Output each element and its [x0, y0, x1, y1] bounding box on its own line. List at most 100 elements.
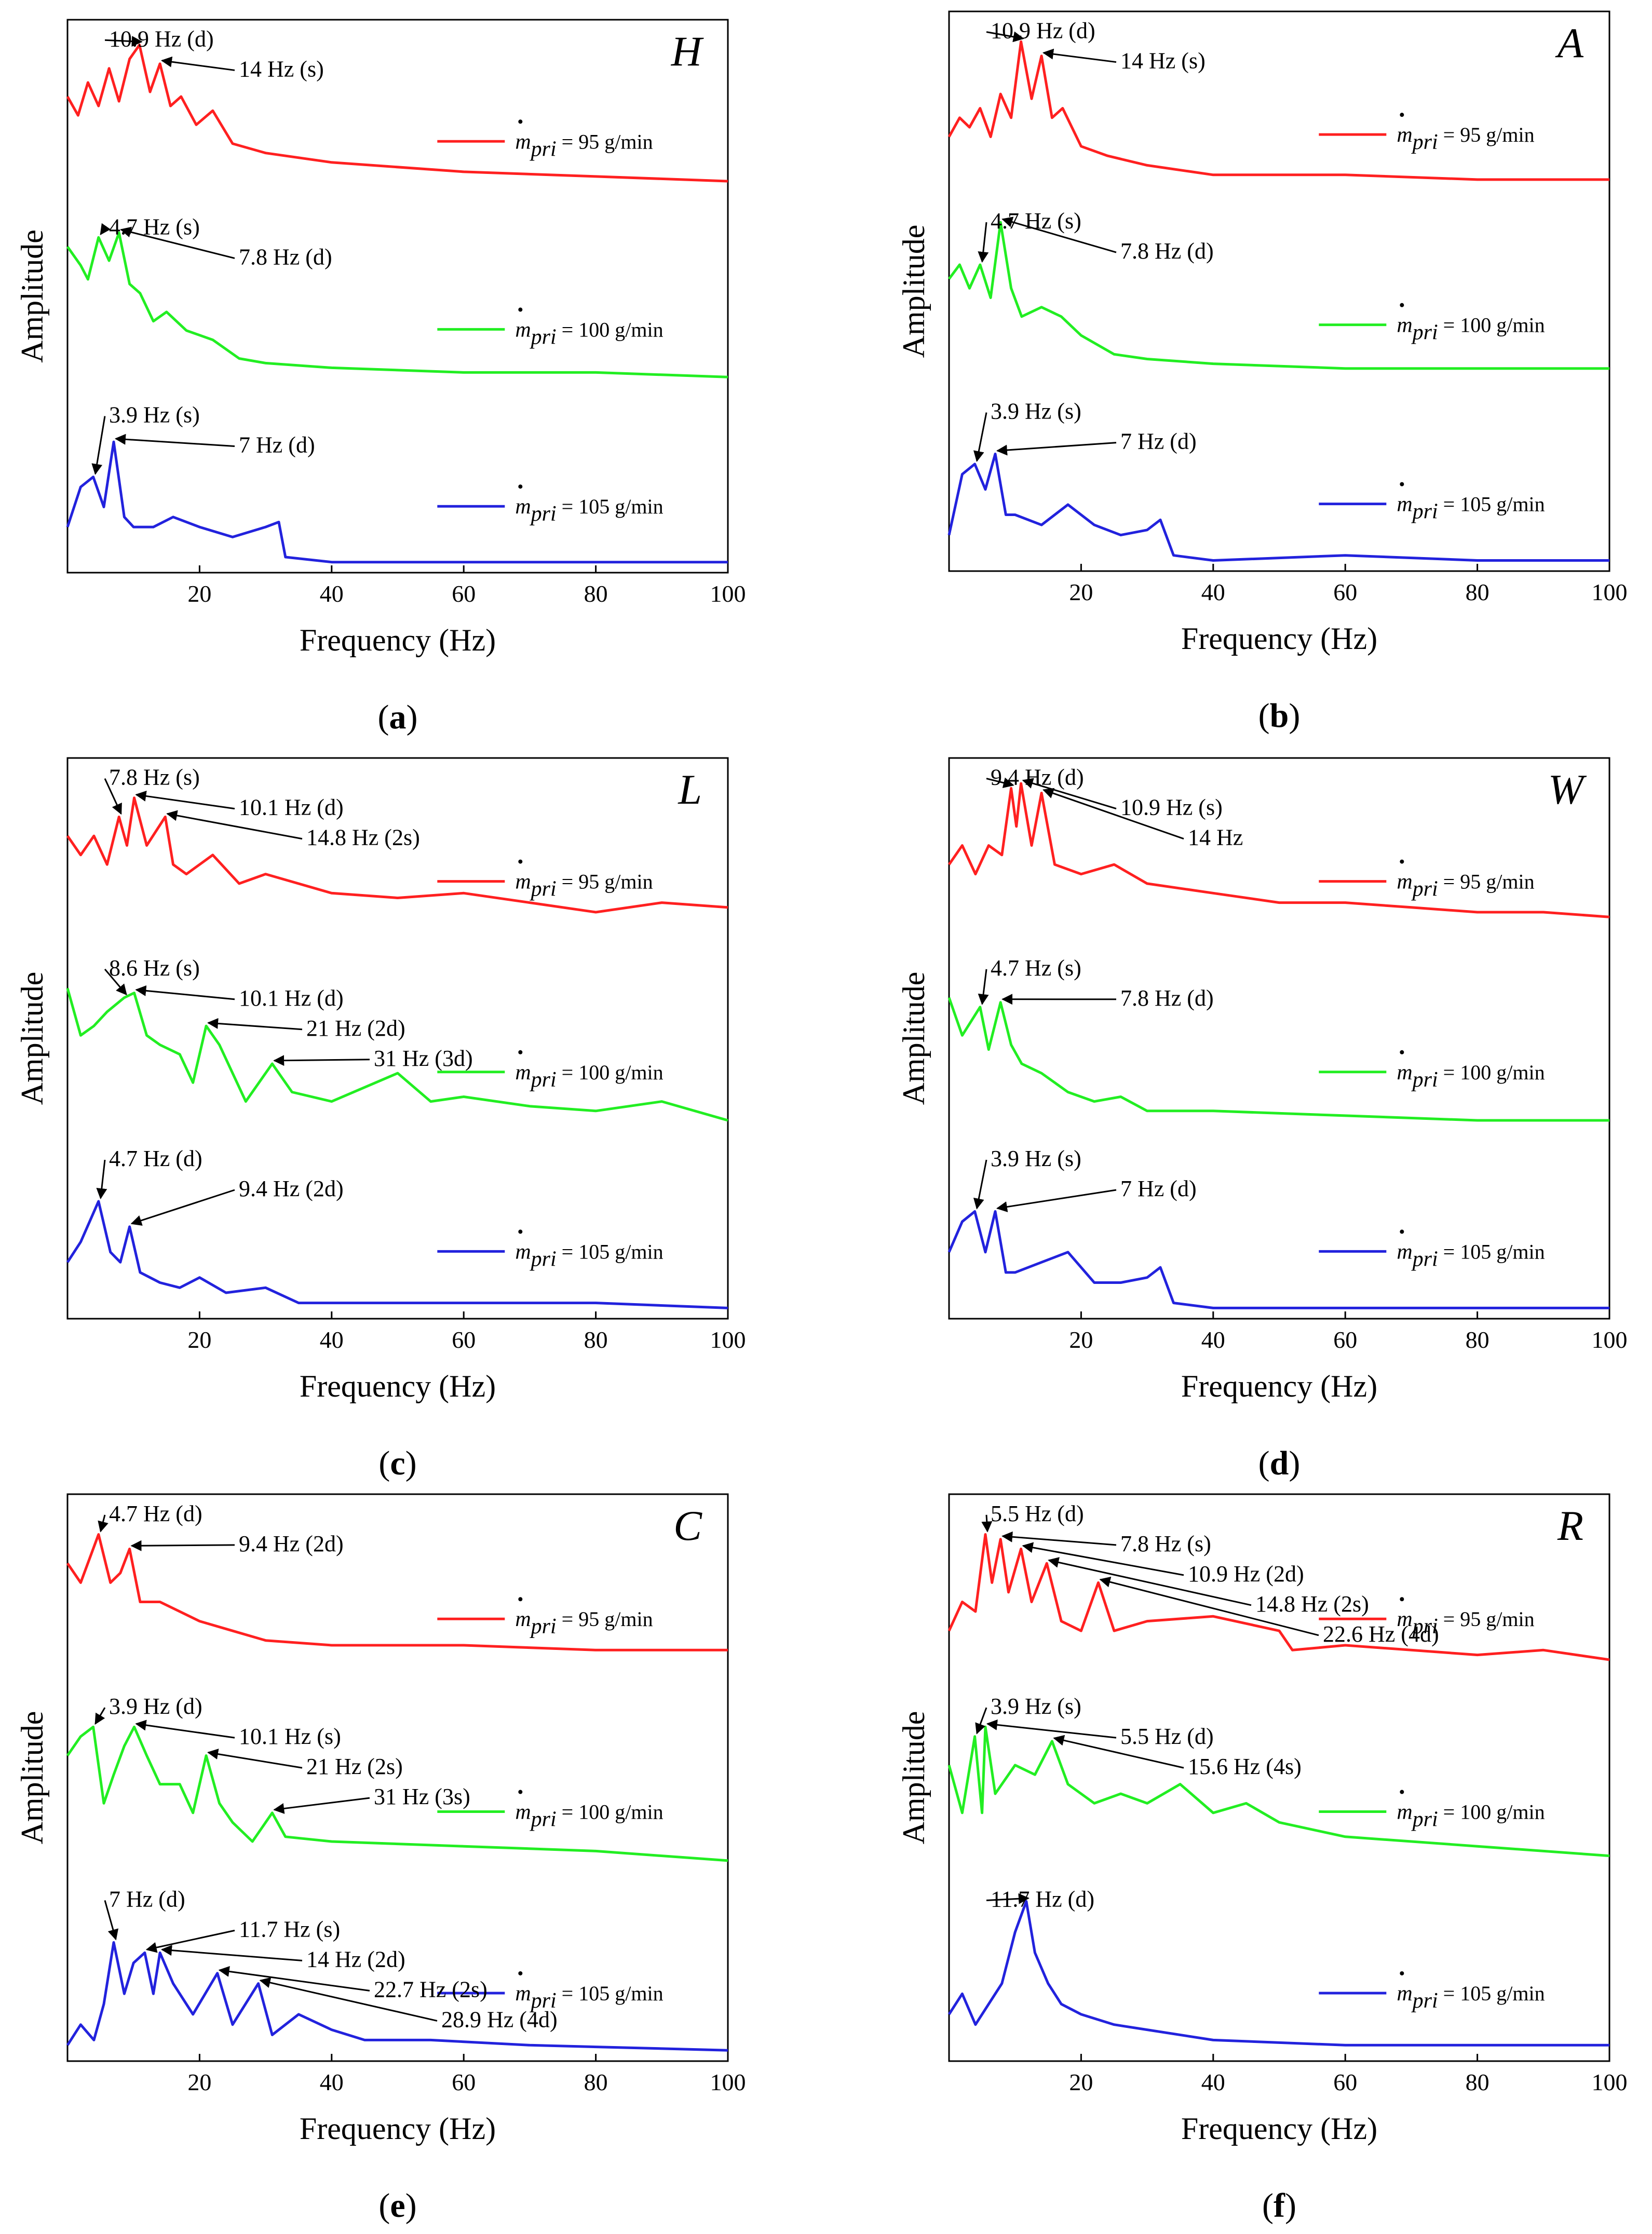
- peak-annotation-arrow: [1048, 1557, 1252, 1606]
- peak-annotation-label: 3.9 Hz (s): [991, 1694, 1081, 1719]
- peak-annotation-arrow: [100, 223, 111, 236]
- panel-caption: (e): [378, 2187, 416, 2225]
- peak-annotation-arrow: [273, 1055, 370, 1066]
- legend-dot: [1400, 303, 1404, 307]
- caption-open: (: [1262, 2187, 1274, 2225]
- series-line-red: [66, 796, 728, 914]
- legend-symbol: m: [515, 1240, 531, 1264]
- x-tick-label: 40: [1201, 579, 1225, 605]
- peak-annotation-arrow: [1042, 788, 1184, 840]
- legend-rate: = 95 g/min: [557, 130, 653, 153]
- panel-letter: C: [673, 1502, 702, 1549]
- y-axis-label: Amplitude: [15, 972, 49, 1105]
- y-axis-label: Amplitude: [897, 1711, 931, 1845]
- peak-annotation-arrow: [145, 1929, 235, 1953]
- panel-caption: (c): [378, 1444, 416, 1482]
- legend-rate: = 105 g/min: [1438, 1982, 1545, 2005]
- legend-subscript: pri: [530, 877, 557, 901]
- peak-annotation-label: 4.7 Hz (s): [109, 214, 200, 239]
- x-tick-label: 100: [710, 580, 746, 607]
- legend-rate: = 100 g/min: [557, 318, 663, 341]
- series-line-red: [66, 44, 728, 183]
- x-axis-label: Frequency (Hz): [300, 1369, 496, 1403]
- peak-annotation-arrow: [986, 1719, 1117, 1739]
- x-tick-label: 80: [584, 580, 608, 607]
- legend-subscript: pri: [1411, 130, 1438, 154]
- caption-open: (: [378, 2187, 390, 2225]
- caption-close: ): [405, 1444, 417, 1482]
- legend-label: mpri = 95 g/min: [515, 130, 653, 161]
- peak-annotation-label: 9.4 Hz (2d): [239, 1531, 344, 1556]
- x-tick-label: 20: [187, 580, 211, 607]
- legend-subscript: pri: [1411, 1247, 1438, 1271]
- legend-symbol: m: [1397, 1982, 1412, 2006]
- panel-letter: A: [1555, 19, 1584, 66]
- caption-letter: e: [390, 2187, 405, 2225]
- caption-open: (: [378, 1444, 390, 1482]
- peak-annotation-arrow: [259, 1977, 438, 2022]
- legend-dot: [1400, 1971, 1404, 1975]
- peak-annotation-label: 4.7 Hz (d): [109, 1146, 202, 1171]
- legend-subscript: pri: [530, 1247, 557, 1271]
- legend-rate: = 100 g/min: [1438, 1061, 1545, 1084]
- peak-annotation-label: 10.1 Hz (d): [239, 985, 344, 1011]
- x-axis-label: Frequency (Hz): [1181, 1369, 1377, 1403]
- x-tick-label: 100: [1592, 1326, 1628, 1353]
- legend-subscript: pri: [1411, 1615, 1438, 1639]
- legend-dot: [1400, 482, 1404, 486]
- caption-close: ): [407, 698, 418, 736]
- peak-annotation-arrow: [1022, 778, 1117, 810]
- legend-subscript: pri: [530, 1989, 557, 2013]
- peak-annotation-label: 7.8 Hz (d): [1120, 238, 1214, 264]
- peak-annotation-arrow: [120, 226, 235, 259]
- legend-subscript: pri: [530, 137, 557, 161]
- peak-annotation-arrow: [104, 968, 127, 996]
- legend-label: mpri = 95 g/min: [515, 1607, 653, 1639]
- caption-letter: d: [1270, 1444, 1289, 1482]
- x-tick-label: 60: [452, 2069, 476, 2095]
- legend-label: mpri = 100 g/min: [1397, 1061, 1545, 1092]
- x-tick-label: 20: [1069, 2069, 1093, 2095]
- series-line-green: [66, 1725, 728, 1862]
- legend-symbol: m: [1397, 493, 1412, 517]
- caption-open: (: [1258, 697, 1270, 735]
- peak-annotation-arrow: [96, 1159, 107, 1199]
- legend-symbol: m: [1397, 1607, 1412, 1631]
- peak-annotation-label: 5.5 Hz (d): [1120, 1724, 1214, 1749]
- legend-symbol: m: [1397, 123, 1412, 147]
- peak-annotation-arrow: [986, 777, 1014, 788]
- legend-subscript: pri: [530, 1808, 557, 1832]
- peak-annotation-label: 7.8 Hz (d): [239, 244, 332, 269]
- legend-subscript: pri: [1411, 500, 1438, 524]
- legend-subscript: pri: [1411, 877, 1438, 901]
- legend-label: mpri = 100 g/min: [1397, 314, 1545, 345]
- x-axis-label: Frequency (Hz): [300, 623, 496, 657]
- peak-annotation-arrow: [94, 1707, 106, 1725]
- peak-annotation-label: 4.7 Hz (d): [109, 1501, 202, 1526]
- x-tick-label: 40: [320, 2069, 344, 2095]
- legend-rate: = 95 g/min: [1438, 123, 1535, 146]
- peak-annotation-label: 3.9 Hz (s): [991, 399, 1081, 424]
- caption-letter: c: [390, 1444, 405, 1482]
- legend-dot: [1400, 1050, 1404, 1054]
- x-tick-label: 80: [1466, 1326, 1489, 1353]
- y-axis-label: Amplitude: [15, 229, 49, 363]
- legend-symbol: m: [1397, 1061, 1412, 1085]
- x-tick-label: 60: [452, 1326, 476, 1353]
- x-tick-label: 100: [1592, 2069, 1628, 2095]
- legend-symbol: m: [515, 1982, 531, 2006]
- panel-caption: (a): [378, 698, 418, 736]
- peak-annotation-label: 7 Hz (d): [1120, 429, 1197, 454]
- series-line-blue: [947, 1210, 1609, 1309]
- plot-frame: [66, 757, 729, 1320]
- legend-label: mpri = 100 g/min: [515, 1800, 663, 1832]
- x-tick-label: 60: [1333, 1326, 1357, 1353]
- peak-annotation-label: 21 Hz (2s): [306, 1754, 403, 1779]
- peak-annotation-label: 14.8 Hz (2s): [1255, 1591, 1369, 1617]
- legend-subscript: pri: [530, 325, 557, 349]
- x-tick-label: 40: [1201, 1326, 1225, 1353]
